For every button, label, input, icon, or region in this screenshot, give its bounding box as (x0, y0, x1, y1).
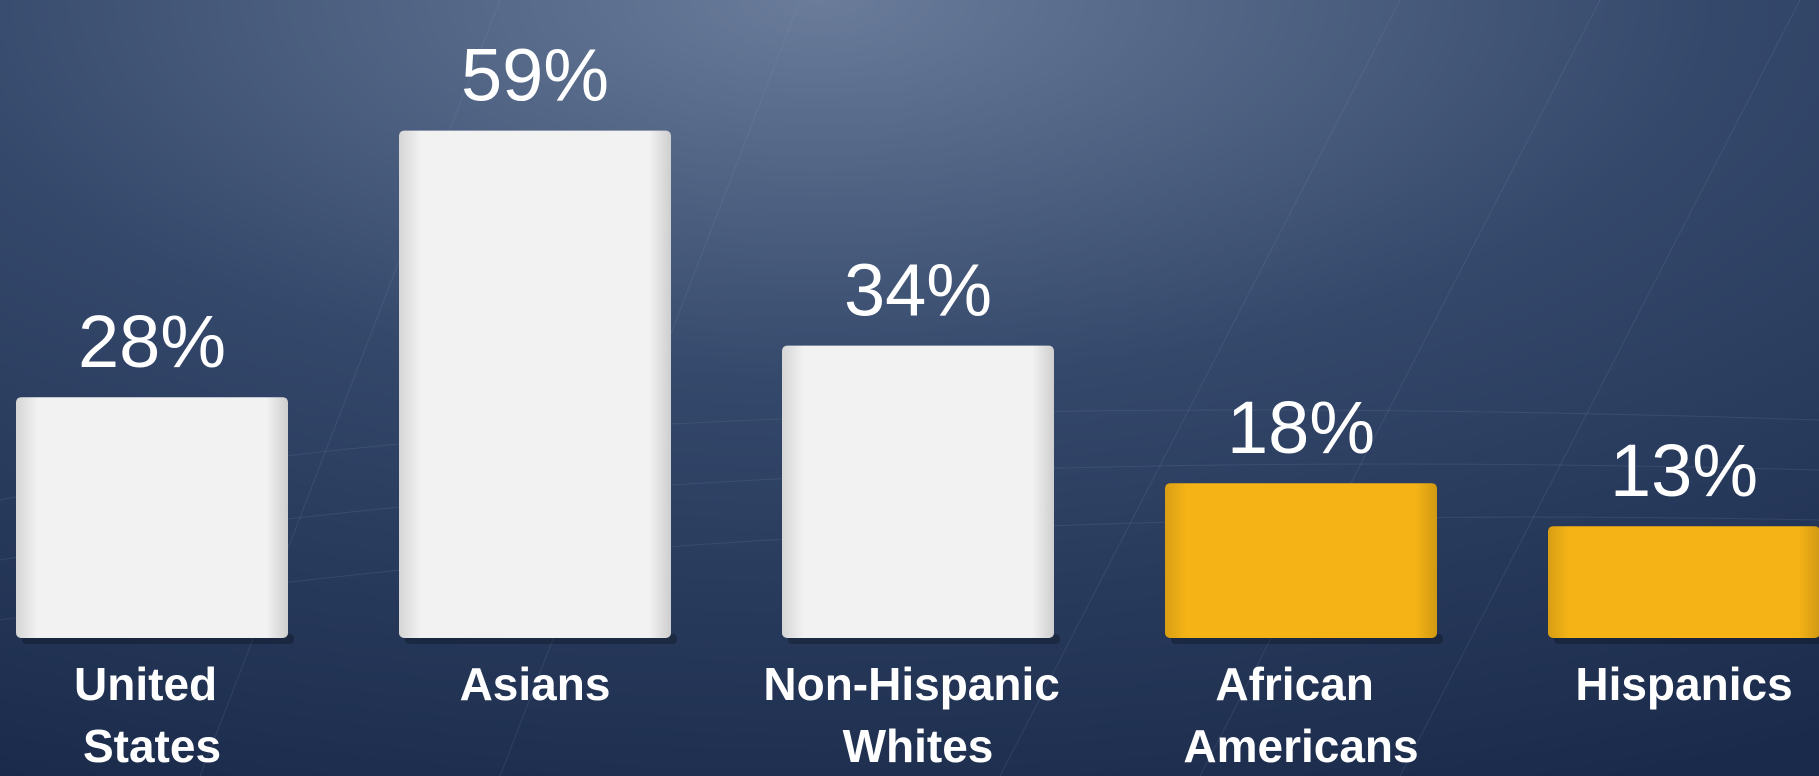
value-label: 18% (1227, 386, 1375, 469)
bar-shade (1165, 483, 1437, 638)
x-tick-label: Hispanics (1575, 658, 1792, 710)
x-tick-label: Asians (460, 658, 611, 710)
value-label: 59% (461, 34, 609, 117)
x-tick-label: African Americans (1183, 658, 1418, 772)
x-tick-label: United States (74, 658, 230, 772)
bar-shade (399, 130, 671, 638)
plot: 28% United States 59% Asians 34% Non-Hispanic… (16, 34, 1819, 772)
value-label: 28% (78, 300, 226, 383)
value-label: 13% (1610, 429, 1758, 512)
x-tick-label: Non-Hispanic Whites (763, 658, 1072, 772)
bar-shade (1548, 526, 1819, 638)
bar-shade (782, 345, 1054, 638)
value-label: 34% (844, 249, 992, 332)
bar-shade (16, 397, 288, 638)
